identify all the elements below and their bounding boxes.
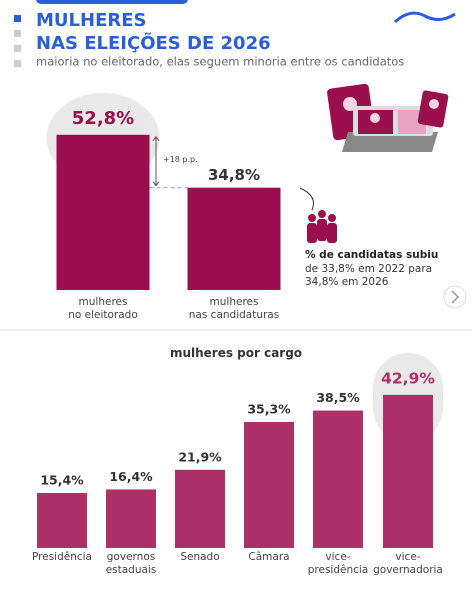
value-label: 21,9%: [178, 449, 222, 464]
bar: [187, 187, 281, 290]
category-label: Senado: [180, 551, 220, 563]
bullet: [14, 30, 21, 37]
category-label: vice- presidência: [307, 551, 369, 576]
value-label: 16,4%: [109, 469, 153, 484]
category-label: mulheres nas candidaturas: [188, 296, 280, 321]
value-label: 35,3%: [247, 401, 291, 416]
value-label: 38,5%: [316, 390, 360, 405]
bullet: [14, 45, 21, 52]
bullet: [14, 60, 21, 67]
category-label: mulheres no eleitorado: [68, 296, 138, 321]
note-title: % de candidatas subiu: [305, 249, 439, 261]
category-label: vice- governadoria: [373, 551, 443, 576]
next-button[interactable]: [443, 285, 467, 309]
category-label: Câmara: [248, 551, 290, 563]
bar: [313, 410, 363, 548]
title: MULHERES: [36, 10, 146, 31]
chart-title: mulheres por cargo: [169, 346, 303, 360]
arrow: [299, 187, 314, 211]
difference-label: +18 p.p.: [163, 155, 198, 164]
value-label: 52,8%: [72, 108, 134, 129]
subtitle: maioria no eleitorado, elas seguem minor…: [36, 55, 404, 69]
bar: [244, 421, 294, 548]
people-icon: [307, 210, 337, 243]
voting-machine: [327, 83, 449, 152]
bar: [56, 134, 150, 290]
value-label: 15,4%: [40, 473, 84, 488]
category-label: Presidência: [32, 551, 92, 563]
top-tab: [36, 0, 188, 4]
title: NAS ELEIÇÕES DE 2026: [36, 31, 271, 54]
bullet: [14, 15, 21, 22]
arrow-head: [152, 135, 160, 187]
note-text: de 33,8% em 2022 para 34,8% em 2026: [305, 263, 433, 288]
bar: [175, 469, 225, 548]
chevron: [451, 290, 460, 304]
category-label: governos estaduais: [105, 551, 157, 576]
value-label: 34,8%: [208, 166, 260, 184]
value-label: 42,9%: [381, 369, 435, 387]
bar: [37, 493, 87, 548]
bar: [383, 394, 433, 548]
logo: [393, 11, 456, 24]
bar: [106, 489, 156, 548]
